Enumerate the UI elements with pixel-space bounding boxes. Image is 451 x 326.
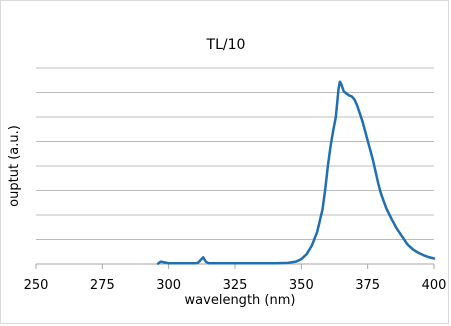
- x-tick-label: 375: [355, 278, 380, 293]
- x-tick-label: 400: [422, 278, 447, 293]
- x-axis: [35, 263, 435, 269]
- x-tick-label: 350: [289, 278, 314, 293]
- x-tick-label: 275: [90, 278, 115, 293]
- x-axis-title: wavelength (nm): [185, 293, 296, 308]
- data-series: [156, 80, 436, 265]
- x-tick-label: 325: [223, 278, 248, 293]
- y-axis-title: ouptut (a.u.): [7, 125, 22, 207]
- x-tick-label: 250: [24, 278, 49, 293]
- x-tick-label: 300: [156, 278, 181, 293]
- gridlines: [36, 67, 434, 240]
- series-line: [156, 80, 436, 265]
- x-tick-labels: 250 275 300 325 350 375 400: [24, 278, 447, 293]
- chart-title: TL/10: [206, 37, 246, 53]
